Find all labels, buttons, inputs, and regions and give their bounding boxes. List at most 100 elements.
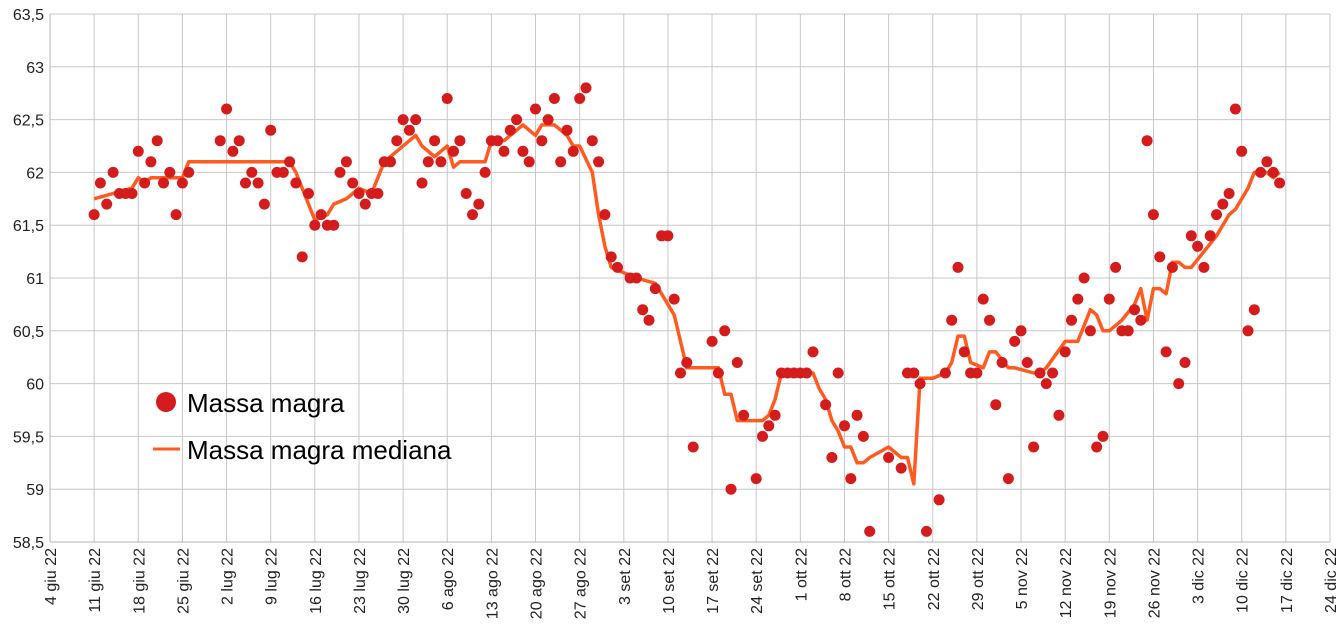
data-point xyxy=(151,135,163,147)
x-tick-label: 20 ago 22 xyxy=(529,548,546,619)
data-point xyxy=(750,473,762,485)
x-tick-label: 1 ott 22 xyxy=(793,548,810,601)
data-point xyxy=(448,145,459,157)
x-tick-label: 11 giu 22 xyxy=(87,548,104,613)
data-point xyxy=(290,177,302,189)
data-point xyxy=(706,335,718,347)
data-point xyxy=(258,198,270,210)
data-point xyxy=(1110,261,1122,273)
y-tick-label: 61 xyxy=(26,271,44,288)
data-point xyxy=(605,251,617,263)
data-point xyxy=(353,188,365,199)
data-point xyxy=(296,251,308,263)
data-point xyxy=(1154,251,1166,263)
data-point xyxy=(958,346,970,358)
legend-marker-dot xyxy=(156,392,176,412)
data-point xyxy=(1084,325,1096,337)
data-point xyxy=(227,145,239,157)
data-point xyxy=(574,93,586,104)
grid xyxy=(49,13,1331,543)
data-point xyxy=(719,325,731,337)
data-point xyxy=(586,135,598,147)
data-point xyxy=(359,198,371,210)
data-point xyxy=(139,177,151,189)
x-tick-label: 13 ago 22 xyxy=(484,548,501,619)
y-tick-label: 62,5 xyxy=(13,113,44,130)
data-point xyxy=(536,135,548,147)
data-point xyxy=(107,166,119,178)
data-point xyxy=(429,135,441,147)
x-tick-label: 3 set 22 xyxy=(617,548,634,605)
data-point xyxy=(864,525,876,537)
data-point xyxy=(630,272,642,284)
data-point xyxy=(145,156,157,168)
data-point xyxy=(1002,473,1014,485)
data-point xyxy=(971,367,983,379)
data-point xyxy=(567,145,579,157)
data-point xyxy=(687,441,699,453)
data-point xyxy=(473,198,485,210)
data-point xyxy=(561,124,573,136)
data-point xyxy=(851,409,863,421)
data-point xyxy=(328,219,340,231)
data-point xyxy=(315,209,327,221)
y-axis-ticks: 58,5 59 59,5 60 60,5 61 61,5 62 62,5 63 63,5 xyxy=(13,7,44,552)
data-point xyxy=(1242,325,1254,337)
y-tick-label: 60 xyxy=(26,377,44,394)
data-point xyxy=(681,357,693,368)
data-point xyxy=(668,293,680,305)
x-tick-label: 12 nov 22 xyxy=(1058,548,1075,618)
data-point xyxy=(1053,409,1065,421)
data-point xyxy=(662,230,674,242)
data-point xyxy=(1217,198,1229,210)
y-tick-label: 63,5 xyxy=(13,7,44,24)
data-point xyxy=(391,135,403,147)
data-point xyxy=(555,156,567,168)
data-point xyxy=(479,166,491,178)
data-point xyxy=(523,156,535,168)
x-tick-label: 24 set 22 xyxy=(749,548,766,614)
x-tick-label: 9 lug 22 xyxy=(264,548,281,605)
data-point xyxy=(1135,314,1147,326)
data-point xyxy=(397,114,409,126)
y-tick-label: 59 xyxy=(26,482,44,499)
scatter-series xyxy=(88,82,1286,537)
data-point xyxy=(340,156,352,168)
data-point xyxy=(101,198,113,210)
x-tick-label: 26 nov 22 xyxy=(1146,548,1163,618)
y-tick-label: 60,5 xyxy=(13,324,44,341)
data-point xyxy=(599,209,611,221)
data-point xyxy=(467,209,478,221)
x-tick-label: 10 dic 22 xyxy=(1235,548,1252,613)
data-point xyxy=(284,156,296,168)
data-point xyxy=(1040,378,1052,390)
legend-label-massa-magra: Massa magra xyxy=(187,388,345,418)
y-tick-label: 58,5 xyxy=(13,535,44,552)
data-point xyxy=(895,462,907,474)
data-point xyxy=(126,188,138,199)
data-point xyxy=(246,166,258,178)
data-point xyxy=(933,494,945,506)
data-point xyxy=(807,346,819,358)
x-tick-label: 8 ott 22 xyxy=(837,548,854,601)
data-point xyxy=(675,367,686,379)
data-point xyxy=(845,473,857,485)
data-point xyxy=(164,166,176,178)
data-point xyxy=(612,261,623,273)
x-tick-label: 27 ago 22 xyxy=(573,548,590,619)
data-point xyxy=(265,124,277,136)
data-point xyxy=(303,188,314,199)
data-point xyxy=(977,293,989,305)
data-point xyxy=(233,135,245,147)
data-point xyxy=(1223,188,1235,199)
y-tick-label: 63 xyxy=(26,60,44,77)
data-point xyxy=(1211,209,1222,221)
data-point xyxy=(1066,314,1077,326)
data-point xyxy=(1028,441,1040,453)
data-point xyxy=(385,156,396,168)
x-tick-label: 23 lug 22 xyxy=(352,548,369,614)
data-point xyxy=(990,399,1002,411)
data-point xyxy=(176,177,188,189)
data-point xyxy=(183,166,195,178)
